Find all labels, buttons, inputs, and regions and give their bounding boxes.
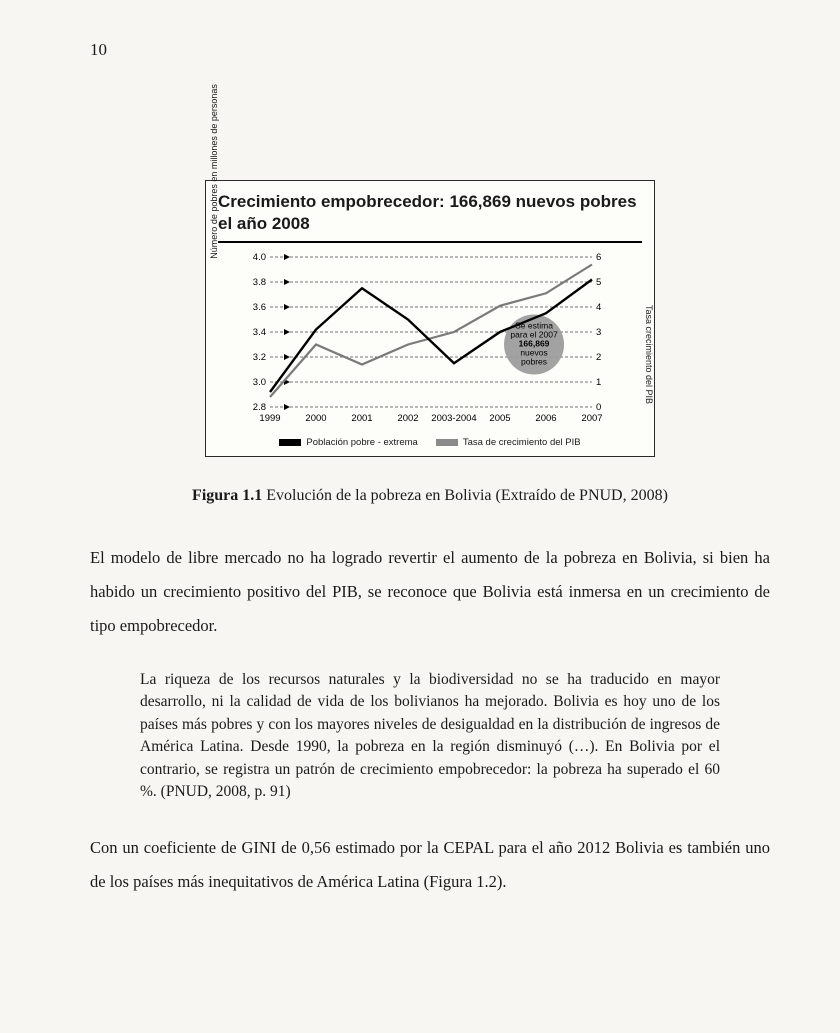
svg-text:2007: 2007 <box>581 413 602 424</box>
figure-caption-label: Figura 1.1 <box>192 487 262 504</box>
figure-caption-text: Evolución de la pobreza en Bolivia (Extr… <box>262 487 668 504</box>
svg-text:3.6: 3.6 <box>253 302 266 313</box>
svg-text:0: 0 <box>596 402 601 413</box>
page-number: 10 <box>90 40 770 60</box>
svg-text:4.0: 4.0 <box>253 252 266 263</box>
svg-text:2: 2 <box>596 352 601 363</box>
chart-svg: 2.8 0 3.0 1 3.2 2 3.4 3 3.6 4 3.8 5 4.0 6 1999 2000 2001… <box>236 251 616 431</box>
legend-item: Población pobre - extrema <box>279 437 417 448</box>
legend-item: Tasa de crecimiento del PIB <box>436 437 581 448</box>
figure-caption: Figura 1.1 Evolución de la pobreza en Bo… <box>90 487 770 505</box>
svg-text:pobres: pobres <box>521 357 547 367</box>
body-paragraph-2: Con un coeficiente de GINI de 0,56 estim… <box>90 831 770 899</box>
svg-text:5: 5 <box>596 277 601 288</box>
chart-plot: Número de pobres en millones de personas… <box>218 251 642 431</box>
legend-swatch <box>279 439 301 446</box>
svg-text:3.2: 3.2 <box>253 352 266 363</box>
svg-text:2002: 2002 <box>397 413 418 424</box>
svg-text:2.8: 2.8 <box>253 402 266 413</box>
y1-axis-label: Número de pobres en millones de personas <box>209 84 219 259</box>
svg-text:2006: 2006 <box>535 413 556 424</box>
chart-legend: Población pobre - extrema Tasa de crecimi… <box>218 437 642 448</box>
svg-text:2001: 2001 <box>351 413 372 424</box>
svg-text:3.0: 3.0 <box>253 377 266 388</box>
svg-text:4: 4 <box>596 302 601 313</box>
y2-axis-label: Tasa crecimiento del PIB <box>644 305 654 404</box>
legend-label: Población pobre - extrema <box>306 437 417 448</box>
body-paragraph-1: El modelo de libre mercado no ha logrado… <box>90 541 770 642</box>
block-quote: La riqueza de los recursos naturales y l… <box>140 669 720 804</box>
svg-text:3.8: 3.8 <box>253 277 266 288</box>
legend-swatch <box>436 439 458 446</box>
svg-text:2005: 2005 <box>489 413 510 424</box>
svg-text:2003-2004: 2003-2004 <box>431 413 476 424</box>
svg-text:3: 3 <box>596 327 601 338</box>
svg-text:3.4: 3.4 <box>253 327 266 338</box>
svg-text:6: 6 <box>596 252 601 263</box>
chart-container: Crecimiento empobrecedor: 166,869 nuevos… <box>205 180 655 457</box>
svg-text:1: 1 <box>596 377 601 388</box>
svg-text:1999: 1999 <box>259 413 280 424</box>
chart-title: Crecimiento empobrecedor: 166,869 nuevos… <box>218 191 642 243</box>
legend-label: Tasa de crecimiento del PIB <box>463 437 581 448</box>
svg-text:2000: 2000 <box>305 413 326 424</box>
